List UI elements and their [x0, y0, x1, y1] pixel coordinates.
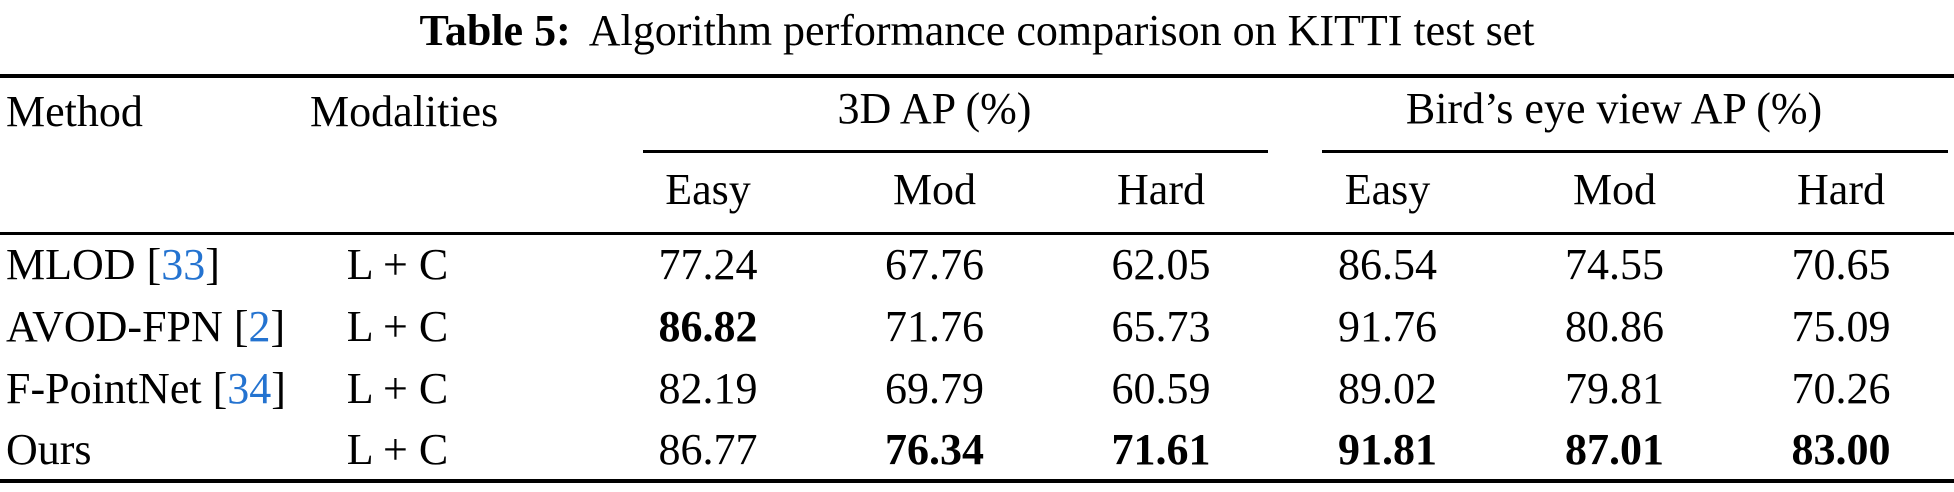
caption-text: Algorithm performance comparison on KITT… [588, 6, 1535, 55]
modalities-cell: L + C [310, 419, 595, 483]
value-cell: 67.76 [885, 240, 984, 290]
value-cell: 71.61 [1048, 419, 1274, 483]
group-header-3d-ap: 3D AP (%) [837, 83, 1032, 133]
col-header-method: Method [0, 76, 310, 235]
modalities-cell: L + C [346, 301, 449, 351]
value-cell: 69.79 [885, 363, 984, 413]
table-caption: Table 5: Algorithm performance comparison… [0, 0, 1954, 74]
value-cell: 65.73 [1111, 301, 1211, 351]
cite-bracket-close: ] [205, 240, 220, 290]
value-cell: 87.01 [1501, 419, 1728, 483]
group-header-bev-ap: Bird’s eye view AP (%) [1405, 83, 1823, 133]
value-cell: 60.59 [1111, 363, 1211, 413]
method-name: Ours [6, 424, 92, 474]
value-cell: 74.55 [1565, 240, 1664, 290]
value-cell: 77.24 [658, 240, 758, 290]
table-row-mlod: MLOD [33] L + C 77.24 67.76 62.05 86.54 7… [0, 233, 1954, 295]
method-cell: MLOD [33] [0, 233, 310, 295]
value-cell: 91.76 [1338, 301, 1437, 351]
method-cell: F-PointNet [34] [0, 357, 310, 419]
col-header-modalities: Modalities [310, 76, 595, 235]
value-cell: 79.81 [1565, 363, 1664, 413]
table-row-f-pointnet: F-PointNet [34] L + C 82.19 69.79 60.59 8… [0, 357, 1954, 419]
value-cell: 89.02 [1338, 363, 1437, 413]
cmidrule-bev-cell [1274, 148, 1954, 164]
value-cell: 91.81 [1274, 419, 1501, 483]
method-name: AVOD-FPN [6, 301, 223, 351]
subheader-3d-mod: Mod [821, 164, 1048, 235]
subheader-3d-hard: Hard [1048, 164, 1274, 235]
value-cell: 76.34 [821, 419, 1048, 483]
method-cell: AVOD-FPN [2] [0, 295, 310, 357]
modalities-cell: L + C [346, 363, 449, 413]
value-cell: 83.00 [1728, 419, 1954, 483]
method-name: F-PointNet [6, 363, 202, 413]
cmidrule-3d [643, 150, 1268, 153]
subheader-3d-easy: Easy [595, 164, 821, 235]
citation-link[interactable]: 2 [248, 301, 271, 351]
caption-label: Table 5: [419, 6, 571, 55]
citation-link[interactable]: 33 [161, 240, 206, 290]
results-table: Method Modalities 3D AP (%) Bird’s eye v… [0, 74, 1954, 483]
subheader-bev-mod: Mod [1501, 164, 1728, 235]
subheader-bev-easy: Easy [1274, 164, 1501, 235]
cite-bracket-open: [ [233, 301, 249, 351]
cmidrule-3d-cell [595, 148, 1274, 164]
value-cell: 75.09 [1791, 301, 1891, 351]
cite-bracket-open: [ [212, 363, 228, 413]
method-name: MLOD [6, 240, 136, 290]
value-cell: 86.82 [658, 301, 758, 351]
value-cell: 70.26 [1791, 363, 1891, 413]
subheader-bev-hard: Hard [1728, 164, 1954, 235]
citation-link[interactable]: 34 [227, 363, 272, 413]
cite-bracket-close: ] [270, 301, 286, 351]
value-cell: 71.76 [885, 301, 984, 351]
value-cell: 86.54 [1338, 240, 1437, 290]
value-cell: 62.05 [1111, 240, 1211, 290]
value-cell: 80.86 [1565, 301, 1664, 351]
header-row-difficulty: Easy Mod Hard Easy Mod Hard [0, 164, 1954, 235]
value-cell: 82.19 [658, 363, 758, 413]
cite-bracket-close: ] [271, 363, 286, 413]
cite-bracket-open: [ [146, 240, 162, 290]
modalities-cell: L + C [346, 240, 449, 290]
method-cell: Ours [0, 419, 310, 483]
header-row-groups: Method Modalities 3D AP (%) Bird’s eye v… [0, 76, 1954, 235]
cmidrule-bev [1322, 150, 1949, 153]
value-cell: 70.65 [1791, 240, 1891, 290]
value-cell: 86.77 [595, 419, 821, 483]
table-row-ours: Ours L + C 86.77 76.34 71.61 91.81 87.01… [0, 419, 1954, 483]
cmidrule-row [0, 148, 1954, 164]
table-row-avod-fpn: AVOD-FPN [2] L + C 86.82 71.76 65.73 91.7… [0, 295, 1954, 357]
